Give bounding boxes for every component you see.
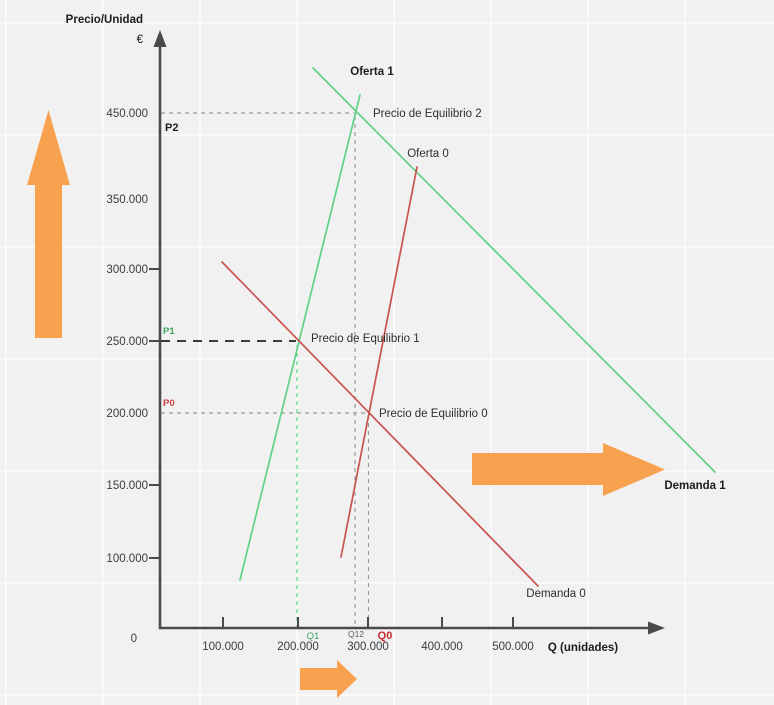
right-arrow-icon [472,443,665,496]
axes [149,30,665,635]
oferta1-label: Oferta 1 [350,66,394,78]
x-tick-300000: 300.000 [347,641,389,653]
axis-arrowhead-up-icon [153,30,167,47]
demanda0-label: Demanda 0 [526,588,585,600]
up-arrow-icon [27,110,70,338]
x-tick-500000: 500.000 [492,641,534,653]
equilibrio0-label: Precio de Equilibrio 0 [379,408,488,420]
y-tick-350000: 350.000 [106,194,148,206]
q12-marker: Q12 [348,629,364,639]
y-tick-300000: 300.000 [106,264,148,276]
p0-marker: P0 [163,398,175,409]
q0-marker: Q0 [378,630,393,642]
demanda0-demand-line [221,261,539,587]
y-axis-currency: € [137,34,144,46]
small-right-arrow-icon [300,660,357,698]
origin-label: 0 [131,633,137,645]
x-tick-labels: 100.000 200.000 300.000 400.000 500.000 [202,641,534,653]
curves [221,67,716,587]
p2-marker: P2 [165,122,178,134]
shift-arrows [27,110,665,698]
y-tick-labels: 450.000 350.000 300.000 250.000 200.000 … [106,108,148,565]
x-axis-title: Q (unidades) [548,642,618,654]
x-tick-marks [222,617,514,628]
q1-marker: Q1 [307,631,320,642]
y-tick-100000: 100.000 [106,553,148,565]
axis-arrowhead-right-icon [648,621,665,635]
p1-marker: P1 [163,326,175,337]
y-tick-200000: 200.000 [106,408,148,420]
y-axis-title: Precio/Unidad [66,14,143,26]
y-tick-marks [149,268,161,559]
oferta1-supply-line [239,94,361,581]
equilibrio1-label: Precio de Equilibrio 1 [311,333,420,345]
x-tick-400000: 400.000 [421,641,463,653]
equilibrio2-label: Precio de Equilibrio 2 [373,108,482,120]
x-tick-100000: 100.000 [202,641,244,653]
y-tick-150000: 150.000 [106,480,148,492]
x-tick-200000: 200.000 [277,641,319,653]
y-tick-450000: 450.000 [106,108,148,120]
demanda1-label: Demanda 1 [664,480,726,492]
oferta0-supply-line [340,166,418,558]
y-tick-250000: 250.000 [106,336,148,348]
oferta0-label: Oferta 0 [407,148,449,160]
guide-lines [161,112,370,627]
demanda1-demand-line [312,67,716,473]
